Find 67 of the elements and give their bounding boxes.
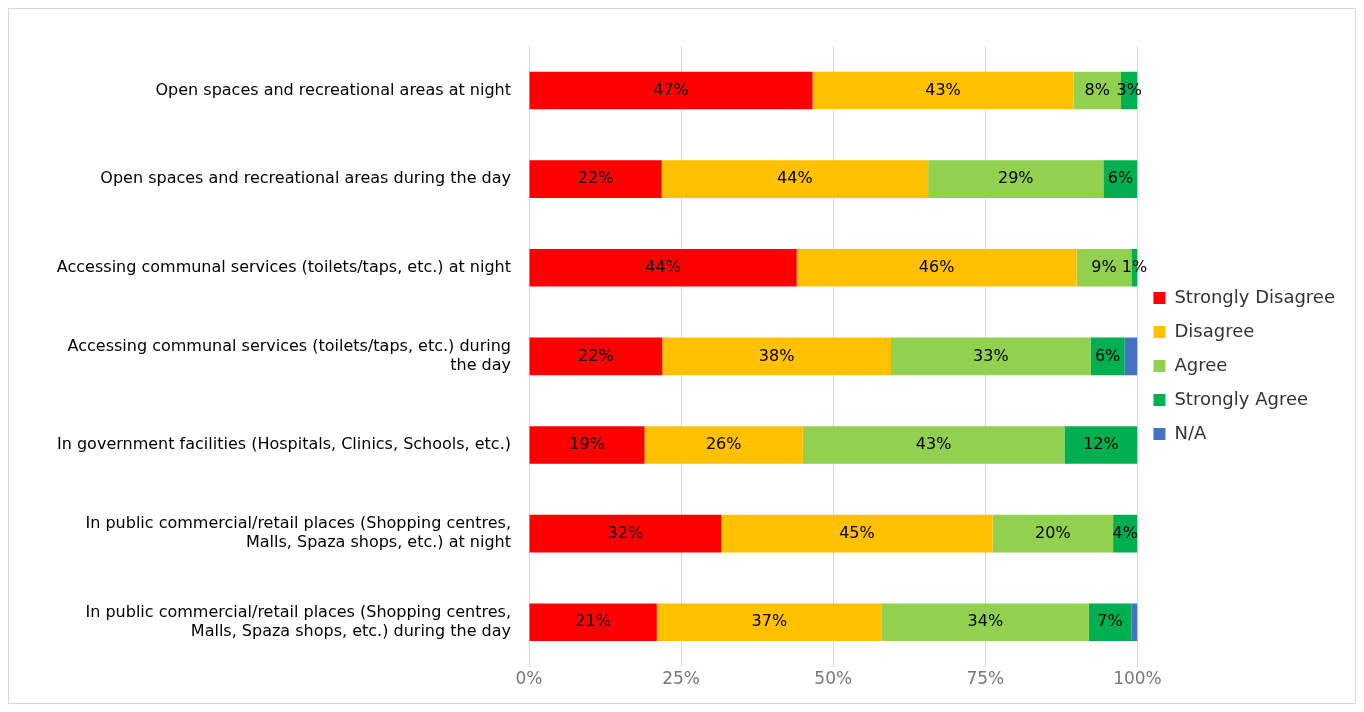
data-label: 38% (758, 345, 795, 365)
data-label: 6% (1107, 168, 1134, 188)
data-label: 9% (1091, 256, 1117, 276)
bar (661, 160, 929, 198)
bar (1064, 426, 1138, 464)
bar (881, 603, 1089, 642)
bar (1131, 603, 1138, 642)
data-label: 47% (653, 79, 689, 99)
data-label: 44% (777, 168, 813, 188)
bar (529, 248, 797, 287)
data-label: 19% (569, 434, 605, 454)
data-label: 22% (577, 168, 614, 188)
x-tick-label: 25% (662, 668, 701, 689)
legend-label: Agree (1174, 353, 1228, 375)
legend-label: N/A (1174, 421, 1207, 443)
legend-label: Strongly Agree (1174, 387, 1309, 409)
bar (644, 426, 803, 464)
data-label: 8% (1084, 79, 1110, 99)
bar (891, 337, 1091, 376)
y-tick-label: Accessing communal services (toilets/taps, etc.) at night (56, 256, 511, 276)
data-label: 1% (1121, 256, 1148, 276)
data-label: 22% (578, 345, 614, 365)
data-label: 33% (973, 345, 1009, 365)
bar (721, 514, 993, 553)
bar (529, 426, 645, 464)
y-tick-label: Accessing communal services (toilets/taps, etc.) during the day (67, 335, 511, 375)
data-label: 20% (1035, 522, 1071, 542)
data-label: 43% (925, 79, 961, 99)
bar (656, 603, 882, 642)
y-tick-label: Open spaces and recreational areas at night (155, 79, 511, 99)
bar (529, 603, 657, 642)
x-tick-label: 50% (814, 668, 853, 689)
data-label: 26% (705, 434, 742, 454)
bar (529, 160, 662, 198)
legend-label: Strongly Disagree (1174, 285, 1335, 307)
data-label: 32% (607, 522, 644, 542)
bar (529, 71, 813, 110)
x-tick-label: 75% (966, 668, 1005, 689)
data-label: 29% (997, 168, 1034, 188)
data-label: 45% (839, 522, 875, 542)
bar (928, 160, 1104, 198)
y-tick-label: Open spaces and recreational areas during the day (100, 168, 511, 188)
y-tick-label: In public commercial/retail places (Shopping centres, Malls, Spaza shops, etc.) during the day (85, 601, 511, 641)
bar (1124, 337, 1138, 376)
legend-label: Disagree (1174, 319, 1255, 341)
data-label: 6% (1094, 345, 1121, 365)
data-label: 46% (918, 256, 955, 276)
bar (992, 514, 1114, 553)
bar (529, 514, 722, 553)
data-label: 44% (645, 256, 681, 276)
bar (662, 337, 892, 376)
data-label: 34% (967, 611, 1004, 631)
y-tick-label: In public commercial/retail places (Shopping centres, Malls, Spaza shops, etc.) at night (85, 513, 511, 552)
data-label: 43% (915, 434, 952, 454)
bar (796, 248, 1077, 287)
bar (802, 426, 1065, 464)
y-tick-label: In government facilities (Hospitals, Clinics, Schools, etc.) (57, 434, 511, 454)
bar (1088, 603, 1132, 642)
data-label: 12% (1083, 434, 1119, 454)
bar (529, 337, 663, 376)
data-label: 4% (1112, 522, 1138, 542)
data-label: 37% (751, 611, 788, 631)
x-tick-label: 100% (1113, 668, 1162, 689)
data-label: 7% (1097, 611, 1123, 631)
x-tick-label: 0% (515, 668, 543, 689)
bar (812, 71, 1074, 110)
data-label: 21% (575, 611, 611, 631)
